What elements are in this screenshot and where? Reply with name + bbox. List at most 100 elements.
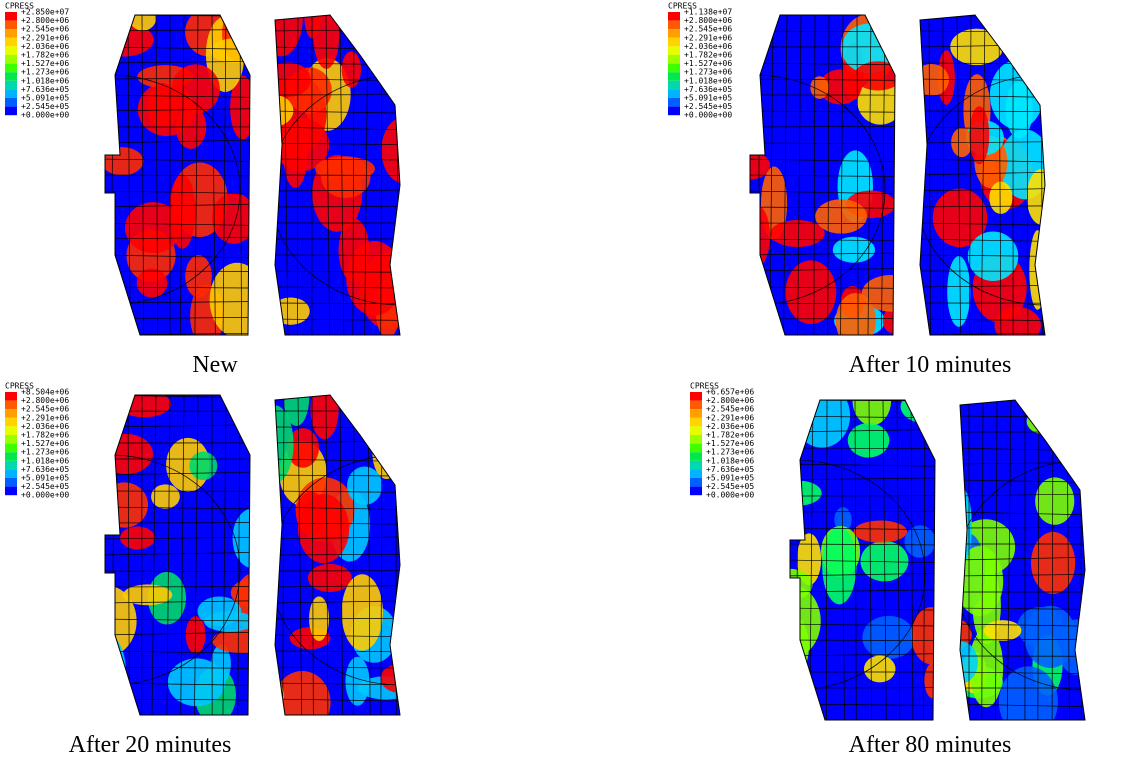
contour-patch (969, 106, 989, 164)
legend-band (5, 81, 17, 90)
contour-patch (864, 656, 896, 683)
legend-band (690, 478, 702, 487)
contour-patch (88, 691, 125, 728)
contour-patch (284, 128, 307, 188)
figure: CPRESS+2.850e+07+2.800e+06+2.545e+06+2.2… (0, 0, 1128, 760)
legend-band (668, 12, 680, 21)
legend-band (5, 435, 17, 444)
contour-patch (984, 620, 1022, 641)
contour-patch (877, 0, 899, 37)
contour-patch (310, 379, 338, 439)
legend-band (690, 469, 702, 478)
legend-band (690, 461, 702, 470)
panel: CPRESS+8.504e+06+2.800e+06+2.545e+06+2.2… (0, 369, 530, 758)
contour-patch (346, 241, 402, 316)
contour-patch (765, 374, 810, 453)
contour-patch (762, 585, 821, 658)
legend-band (668, 107, 680, 116)
legend-band (5, 38, 17, 47)
contour-patch (342, 51, 361, 87)
legend-band (690, 409, 702, 418)
legend-band (668, 72, 680, 81)
legend-band (5, 21, 17, 30)
legend-band (668, 38, 680, 47)
legend-band (690, 487, 702, 496)
contour-patch (854, 520, 907, 542)
legend-band (5, 29, 17, 38)
contour-patch (231, 578, 279, 608)
contour-patch (81, 632, 126, 711)
contour-patch (822, 527, 856, 605)
mesh (744, 15, 745, 335)
contour-patch (129, 6, 156, 31)
legend-band (5, 55, 17, 64)
legend-band (5, 418, 17, 427)
legend-band (690, 452, 702, 461)
mesh (939, 400, 940, 720)
legend-band (5, 469, 17, 478)
contour-patch (904, 525, 935, 557)
legend-band (5, 392, 17, 401)
legend-band (5, 426, 17, 435)
contour-patch (770, 220, 825, 247)
legend-label: +0.000e+00 (21, 111, 69, 120)
contour-patch (950, 29, 1003, 65)
legend-label: +0.000e+00 (21, 491, 69, 500)
mesh (915, 15, 1050, 17)
contour-patch (375, 0, 425, 51)
legend-band (5, 107, 17, 116)
contour-patch (189, 452, 217, 480)
pad (914, 10, 1128, 344)
contour-patch (778, 446, 796, 493)
pad (255, 369, 530, 734)
legend-band (5, 452, 17, 461)
legend-band (5, 444, 17, 453)
legend-band (5, 487, 17, 496)
mesh (895, 15, 899, 335)
legend-band (690, 401, 702, 410)
mesh (100, 15, 101, 335)
mesh (270, 13, 405, 15)
contour-patch (210, 38, 262, 63)
legend-band (668, 89, 680, 98)
contour-patch (169, 174, 195, 248)
contour-patch (862, 616, 915, 659)
contour-patch (120, 527, 155, 550)
contour-patch (736, 202, 770, 270)
pad (254, 0, 530, 338)
panel: CPRESS+6.657e+06+2.800e+06+2.545e+06+2.2… (665, 374, 1128, 758)
contour-patch (255, 405, 293, 483)
mesh (100, 395, 103, 715)
contour-patch (1007, 10, 1057, 49)
caption: After 20 minutes (69, 732, 232, 758)
contour-patch (137, 268, 168, 297)
mesh (253, 395, 254, 715)
mesh (270, 393, 405, 395)
mesh (270, 15, 273, 335)
legend-band (5, 409, 17, 418)
legend-label: +0.000e+00 (706, 491, 754, 500)
contour-patch (911, 607, 951, 664)
legend-band (668, 21, 680, 30)
contour-patch (901, 389, 957, 424)
contour-patch (947, 256, 970, 327)
contour-patch (1006, 82, 1033, 139)
pad (938, 389, 1128, 738)
legend-band (5, 72, 17, 81)
legend-band (5, 401, 17, 410)
legend-band (668, 55, 680, 64)
contour-patch (101, 482, 148, 527)
mesh (915, 15, 917, 335)
legend-band (5, 461, 17, 470)
mesh (955, 398, 1090, 400)
contour-patch (883, 308, 901, 333)
contour-patch (1027, 408, 1063, 434)
contour-patch (168, 658, 226, 706)
contour-patch (380, 14, 402, 39)
legend-band (668, 81, 680, 90)
mesh (745, 31, 900, 32)
contour-patch (210, 263, 265, 337)
legend-band (668, 46, 680, 55)
legend-label: +0.000e+00 (684, 111, 732, 120)
legend-band (668, 98, 680, 107)
